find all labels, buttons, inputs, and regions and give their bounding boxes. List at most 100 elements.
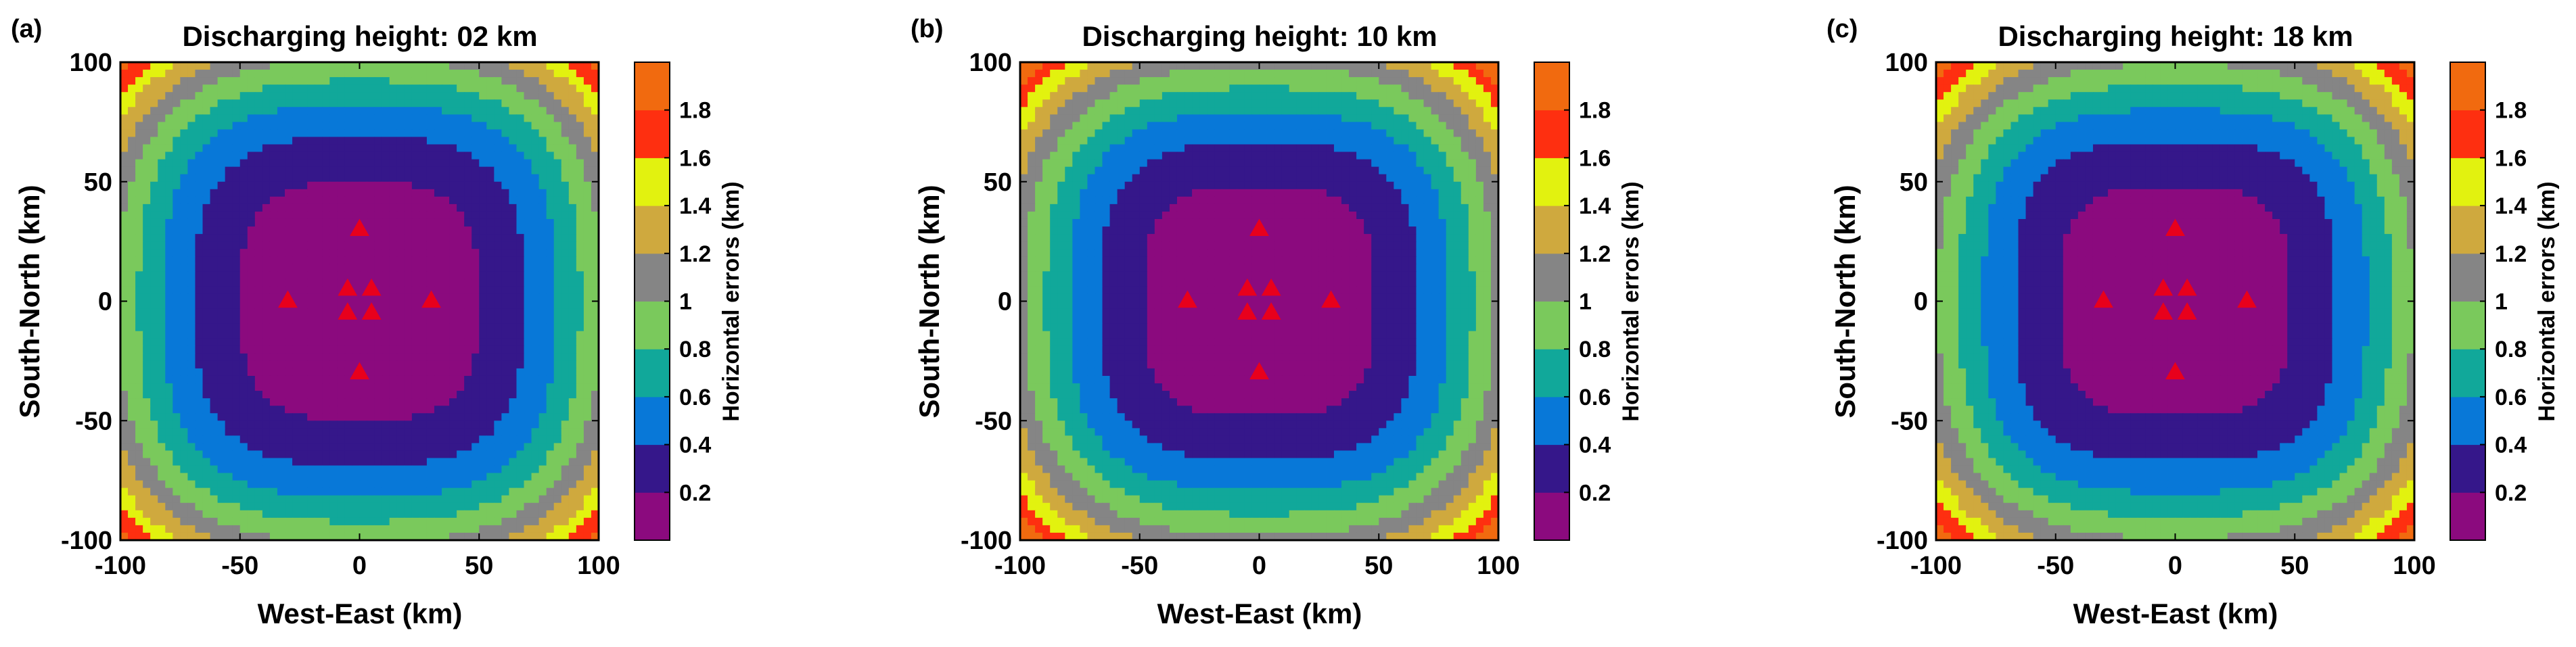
contour-cell xyxy=(128,465,136,474)
contour-cell xyxy=(1289,137,1297,145)
contour-cell xyxy=(322,137,330,145)
contour-cell xyxy=(315,375,323,384)
contour-cell xyxy=(262,421,271,429)
contour-cell xyxy=(457,249,465,257)
contour-cell xyxy=(1438,70,1447,78)
contour-cell xyxy=(344,137,353,145)
contour-cell xyxy=(426,62,435,70)
contour-cell xyxy=(225,435,233,444)
contour-cell xyxy=(442,279,450,287)
contour-cell xyxy=(359,338,368,347)
contour-cell xyxy=(285,458,293,466)
station-marker xyxy=(278,290,298,308)
contour-cell xyxy=(576,174,584,183)
contour-cell xyxy=(285,421,293,429)
contour-cell xyxy=(1154,137,1163,145)
contour-cell xyxy=(457,218,465,227)
contour-cell xyxy=(561,353,570,362)
contour-cell xyxy=(591,316,599,325)
contour-cell xyxy=(135,241,143,249)
contour-cell xyxy=(172,62,181,70)
contour-cell xyxy=(501,480,510,489)
contour-cell xyxy=(426,144,435,153)
contour-cell xyxy=(1080,85,1088,93)
contour-cell xyxy=(419,458,428,466)
contour-cell xyxy=(382,107,390,115)
contour-cell xyxy=(329,450,338,459)
contour-cell xyxy=(1147,70,1155,78)
contour-cell xyxy=(1431,129,1440,138)
contour-cell xyxy=(1020,107,1028,115)
contour-cell xyxy=(472,203,480,212)
contour-cell xyxy=(374,487,383,496)
contour-cell xyxy=(426,129,435,138)
contour-cell xyxy=(396,428,405,436)
contour-cell xyxy=(591,151,599,160)
contour-cell xyxy=(524,85,532,93)
contour-cell xyxy=(591,189,599,197)
contour-cell xyxy=(307,338,315,347)
contour-cell xyxy=(352,264,361,272)
contour-cell xyxy=(135,345,143,354)
contour-cell xyxy=(307,391,315,399)
contour-cell xyxy=(583,166,592,175)
contour-cell xyxy=(277,323,285,332)
contour-cell xyxy=(404,159,413,168)
contour-cell xyxy=(187,92,196,100)
contour-cell xyxy=(359,421,368,429)
contour-cell xyxy=(561,271,570,279)
contour-cell xyxy=(217,203,226,212)
contour-cell xyxy=(1326,85,1335,93)
contour-cell xyxy=(1117,144,1126,153)
contour-cell xyxy=(553,264,562,272)
contour-cell xyxy=(329,203,338,212)
contour-cell xyxy=(568,218,577,227)
contour-cell xyxy=(292,286,300,295)
contour-cell xyxy=(501,107,510,115)
contour-cell xyxy=(120,428,129,436)
contour-cell xyxy=(225,70,233,78)
contour-cell xyxy=(187,196,196,205)
contour-cell xyxy=(404,413,413,421)
contour-cell xyxy=(217,316,226,325)
contour-cell xyxy=(396,166,405,175)
contour-cell xyxy=(449,196,457,205)
contour-cell xyxy=(367,502,375,511)
contour-cell xyxy=(172,368,181,377)
contour-cell xyxy=(210,443,218,452)
contour-cell xyxy=(180,301,189,310)
contour-cell xyxy=(389,137,398,145)
contour-cell xyxy=(553,174,562,183)
contour-cell xyxy=(1050,85,1058,93)
contour-cell xyxy=(225,77,233,85)
contour-cell xyxy=(232,174,241,183)
contour-cell xyxy=(419,151,428,160)
contour-cell xyxy=(262,510,271,519)
contour-cell xyxy=(337,480,346,489)
contour-cell xyxy=(449,218,457,227)
contour-cell xyxy=(143,510,151,519)
contour-cell xyxy=(187,301,196,310)
contour-cell xyxy=(1259,107,1268,115)
contour-cell xyxy=(344,473,353,481)
contour-cell xyxy=(315,391,323,399)
contour-cell xyxy=(277,391,285,399)
contour-cell xyxy=(322,151,330,160)
contour-cell xyxy=(501,510,510,519)
contour-cell xyxy=(247,391,256,399)
colorbar-segment xyxy=(635,492,670,541)
contour-cell xyxy=(1095,129,1103,138)
contour-cell xyxy=(411,218,420,227)
contour-cell xyxy=(202,107,211,115)
contour-cell xyxy=(449,181,457,190)
contour-cell xyxy=(538,218,547,227)
contour-cell xyxy=(172,85,181,93)
contour-cell xyxy=(531,480,540,489)
contour-cell xyxy=(195,293,204,302)
contour-cell xyxy=(1490,137,1499,145)
contour-cell xyxy=(292,421,300,429)
contour-cell xyxy=(516,428,525,436)
contour-cell xyxy=(128,77,136,85)
contour-cell xyxy=(1244,99,1253,107)
contour-cell xyxy=(172,353,181,362)
